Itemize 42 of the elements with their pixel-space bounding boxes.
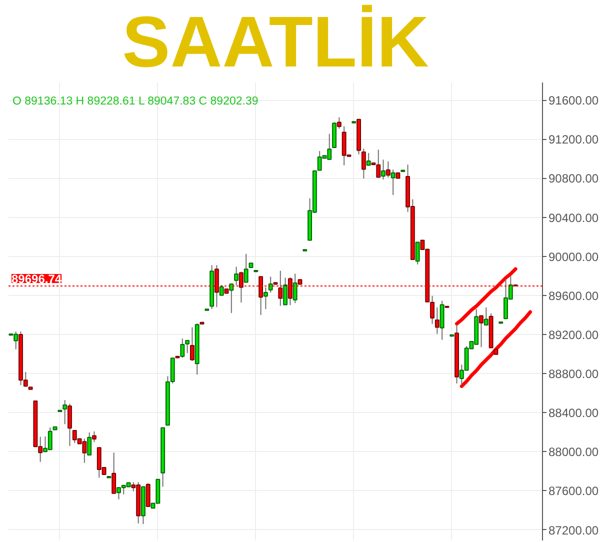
candlestick <box>361 148 366 179</box>
y-tick-label: 88000.00 <box>548 445 599 460</box>
y-tick-label: 90400.00 <box>548 210 599 225</box>
y-tick-label: 91600.00 <box>548 94 599 108</box>
candlestick <box>415 242 420 265</box>
candlestick <box>146 482 150 508</box>
candlestick <box>268 276 273 294</box>
candlestick <box>386 160 390 178</box>
candlestick <box>244 253 248 283</box>
candlestick <box>219 284 224 296</box>
y-tick-label: 87600.00 <box>548 484 599 498</box>
line-series <box>460 310 532 388</box>
candlestick <box>292 273 298 304</box>
candlestick <box>62 400 68 425</box>
y-tick-label: 88400.00 <box>548 406 599 420</box>
y-tick-label: 89600.00 <box>548 288 599 303</box>
candlestick <box>283 277 288 306</box>
annotation: O 89136.13 H 89228.61 L 89047.83 C 89202.39 <box>12 96 258 108</box>
ref-line-label: 89696.74 <box>12 272 62 286</box>
y-tick-label: 89200.00 <box>548 328 599 342</box>
candlestick <box>92 430 96 443</box>
y-tick-label: 91200.00 <box>548 132 599 147</box>
candlestick <box>263 286 268 310</box>
candlestick <box>234 266 239 286</box>
candlestick <box>434 306 440 334</box>
candlestick <box>479 315 484 348</box>
chart-title: SAATLİK <box>122 2 429 82</box>
candlestick <box>87 432 92 456</box>
y-tick-label: 88800.00 <box>548 367 599 382</box>
candlestick <box>229 283 234 314</box>
y-tick-label: 87200.00 <box>548 523 599 538</box>
candlestick <box>484 306 488 326</box>
candlestick <box>68 403 72 446</box>
candlestick <box>366 152 371 166</box>
y-tick-label: 90000.00 <box>548 250 599 264</box>
y-tick-label: 90800.00 <box>548 172 599 186</box>
candlestick <box>390 169 396 196</box>
candlestick <box>381 159 386 180</box>
candlestick <box>112 452 116 494</box>
candlestick <box>440 300 444 340</box>
candlestick <box>190 326 194 362</box>
candlestick <box>336 116 342 130</box>
